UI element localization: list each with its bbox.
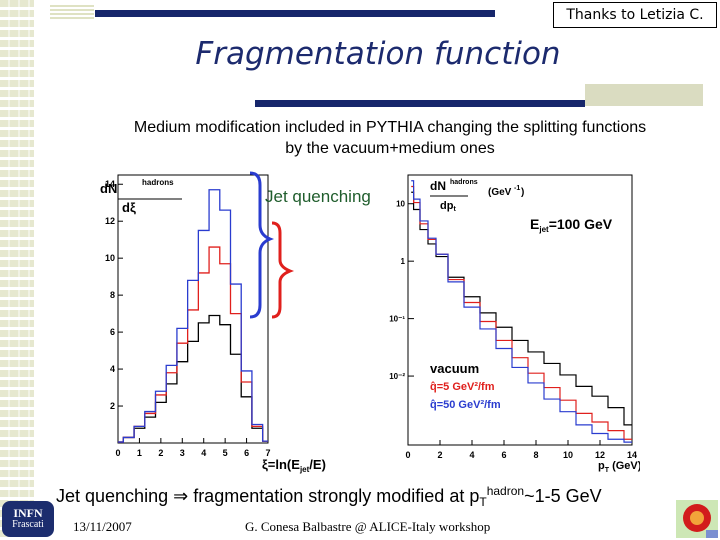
decorative-olive-block	[585, 84, 703, 106]
credit-text: Thanks to Letizia C.	[566, 7, 704, 23]
infn-logo-line2: Frascati	[12, 519, 44, 530]
right-annotation-ejet: Ejet=100 GeV	[530, 216, 613, 234]
conclusion-sub: T	[479, 495, 487, 509]
left-xtick-label: 2	[158, 448, 163, 458]
left-xlabel: ξ=ln(Ejet/E)	[262, 457, 326, 474]
left-ytick-label: 8	[110, 290, 115, 300]
right-plot: dN hadrons (GeV -1 ) dpt Ejet=100 GeV 10…	[389, 174, 640, 474]
conclusion-mid: fragmentation strongly modified at p	[188, 486, 480, 506]
left-ytick-label: 2	[110, 401, 115, 411]
implies-arrow: ⇒	[173, 486, 189, 506]
right-ytick-label: 1	[401, 257, 406, 266]
legend-q5: q̂=5 GeV²/fm	[430, 381, 495, 393]
left-ytick-label: 12	[105, 216, 115, 226]
right-xtick-label: 8	[533, 450, 538, 460]
legend-vacuum: vacuum	[430, 361, 479, 376]
right-plot-ticks: 10 1 10⁻¹ 10⁻² 0 2 4 6 8 10 12 14	[389, 200, 637, 460]
left-ytick-label: 6	[110, 327, 115, 337]
subtitle-line-2: by the vacuum+medium ones	[285, 140, 495, 157]
right-plot-frame	[407, 174, 633, 446]
header-bar	[95, 10, 495, 17]
right-ylabel-dn: dN	[430, 179, 446, 193]
left-xtick-label: 6	[244, 448, 249, 458]
slide-title: Fragmentation function	[195, 36, 561, 72]
conclusion-text: Jet quenching ⇒ fragmentation strongly m…	[56, 484, 720, 509]
right-ylabel-sup: hadrons	[450, 179, 478, 186]
jet-quenching-label: Jet quenching	[265, 187, 371, 206]
right-legend: vacuum q̂=5 GeV²/fm q̂=50 GeV²/fm	[430, 361, 501, 411]
alice-logo-core	[690, 511, 704, 525]
right-xtick-label: 2	[437, 450, 442, 460]
left-ylabel-sup: hadrons	[142, 178, 174, 187]
right-plot-curves	[411, 180, 632, 443]
left-xtick-label: 5	[223, 448, 228, 458]
right-ytick-label: 10⁻¹	[389, 315, 405, 324]
left-xtick-label: 0	[115, 448, 120, 458]
slide-subtitle: Medium modification included in PYTHIA c…	[60, 117, 720, 159]
footer-date: 13/11/2007	[73, 519, 132, 534]
left-ylabel-dn: dN	[100, 181, 117, 196]
right-ylabel-units: (GeV	[488, 187, 512, 198]
subtitle-line-1: Medium modification included in PYTHIA c…	[133, 119, 647, 136]
left-xtick-label: 1	[137, 448, 142, 458]
right-series-q-50-gev--fm	[411, 180, 632, 443]
left-series-vacuum	[118, 314, 268, 443]
right-xtick-label: 10	[563, 450, 573, 460]
conclusion-pre: Jet quenching	[56, 486, 174, 506]
credit-box: Thanks to Letizia C.	[553, 2, 717, 28]
right-xtick-label: 14	[627, 450, 637, 460]
right-xtick-label: 6	[501, 450, 506, 460]
alice-logo	[676, 500, 718, 538]
left-xtick-label: 7	[265, 448, 270, 458]
left-xtick-label: 4	[201, 448, 206, 458]
alice-logo-corner	[706, 530, 718, 538]
legend-q50: q̂=50 GeV²/fm	[430, 399, 501, 411]
red-brace	[271, 221, 295, 319]
left-ytick-label: 10	[105, 253, 115, 263]
left-series-q-50-gev--fm	[118, 189, 268, 443]
title-underline-bar	[255, 100, 585, 107]
right-ylabel-units-close: )	[521, 187, 524, 198]
right-ylabel-units-exp: -1	[514, 185, 520, 192]
right-ytick-label: 10⁻²	[389, 372, 405, 381]
left-ylabel-dxi: dξ	[122, 200, 136, 215]
infn-logo: INFN Frascati	[2, 501, 54, 537]
left-plot-frame	[117, 174, 269, 444]
left-plot-curves	[118, 189, 268, 443]
blue-brace	[249, 171, 275, 319]
footer-author: G. Conesa Balbastre @ ALICE-Italy worksh…	[245, 519, 491, 534]
left-xtick-label: 3	[180, 448, 185, 458]
infn-logo-line1: INFN	[13, 506, 43, 520]
right-xtick-label: 4	[469, 450, 474, 460]
right-ylabel-dpt: dpt	[440, 200, 456, 213]
decorative-top-stripe	[50, 5, 94, 21]
right-xlabel: pT (GeV)	[598, 460, 640, 474]
left-ytick-label: 4	[110, 364, 115, 374]
decorative-stripe-column	[0, 0, 34, 540]
right-series-vacuum	[411, 191, 632, 426]
right-xtick-label: 12	[595, 450, 605, 460]
left-series-q-5-gev--fm	[118, 246, 268, 443]
right-ytick-label: 10	[396, 200, 405, 209]
conclusion-post: ~1-5 GeV	[524, 486, 602, 506]
left-ytick-label: 14	[105, 179, 115, 189]
conclusion-sup: hadron	[486, 484, 525, 498]
right-series-q-5-gev--fm	[411, 185, 632, 440]
right-xtick-label: 0	[405, 450, 410, 460]
